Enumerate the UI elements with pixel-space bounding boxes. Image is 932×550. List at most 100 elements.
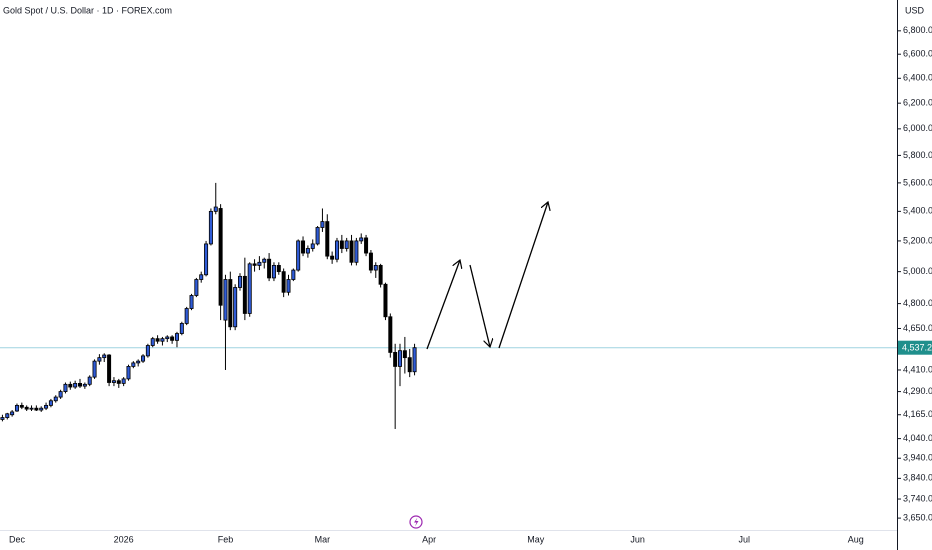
candle-body <box>78 383 83 387</box>
candle-body <box>87 376 92 385</box>
candle-body <box>5 413 10 418</box>
last-price-badge <box>898 340 932 355</box>
candle-body <box>73 383 78 388</box>
candle-body <box>208 210 213 245</box>
projection-arrow <box>498 202 548 349</box>
candle-body <box>354 240 359 263</box>
x-tick-label: May <box>527 534 545 544</box>
candle-body <box>334 240 339 260</box>
candle-body <box>170 336 175 341</box>
candle-body <box>194 279 199 296</box>
candle-body <box>238 275 243 288</box>
x-tick-label: Apr <box>422 534 436 544</box>
candle-body <box>189 295 194 309</box>
plot-layer <box>0 182 897 429</box>
candle-body <box>155 338 160 342</box>
y-tick-label: 4,410.00 <box>903 364 932 374</box>
candle-body <box>179 323 184 334</box>
axis-unit: USD <box>905 5 925 15</box>
candle-body <box>291 269 296 280</box>
y-tick-label: 6,800.00 <box>903 25 932 35</box>
y-tick-label: 3,650.00 <box>903 512 932 522</box>
candle-body <box>53 396 58 402</box>
x-tick-label: Mar <box>315 534 331 544</box>
candle-body <box>10 411 15 416</box>
event-icon[interactable] <box>409 515 423 529</box>
x-tick-label: Aug <box>848 534 864 544</box>
candle-body <box>296 240 301 271</box>
y-tick-label: 3,740.00 <box>903 493 932 503</box>
candle-body <box>184 308 189 324</box>
candle-body <box>0 417 5 420</box>
y-tick-label: 4,165.00 <box>903 409 932 419</box>
candle-body <box>145 345 150 357</box>
candle-body <box>213 206 218 212</box>
y-tick-label: 5,000.00 <box>903 266 932 276</box>
candle-body <box>233 287 238 328</box>
candle-body <box>228 279 233 328</box>
candle-body <box>271 264 276 279</box>
candle-body <box>257 261 262 266</box>
y-tick-label: 5,800.00 <box>903 150 932 160</box>
candle-body <box>199 274 204 280</box>
candle-body <box>364 237 369 254</box>
y-tick-label: 4,290.00 <box>903 386 932 396</box>
candle-body <box>388 316 393 353</box>
candle-body <box>116 380 121 384</box>
candle-body <box>24 406 29 410</box>
candle-body <box>378 264 383 285</box>
candle-body <box>301 240 306 254</box>
candle-body <box>393 352 398 367</box>
y-tick-label: 6,200.00 <box>903 98 932 108</box>
projection-arrow <box>426 260 460 350</box>
candle-body <box>44 404 49 409</box>
candle-body <box>305 248 310 254</box>
candle-body <box>39 407 44 411</box>
candle-body <box>48 400 53 406</box>
y-tick-label: 4,650.00 <box>903 323 932 333</box>
candle-body <box>34 407 39 411</box>
candle-body <box>136 360 141 364</box>
candle-body <box>107 354 112 383</box>
y-tick-label: 5,400.00 <box>903 206 932 216</box>
candle-body <box>102 354 107 359</box>
candle-body <box>325 221 330 257</box>
candle-body <box>267 258 272 279</box>
candle-body <box>218 208 223 306</box>
candle-body <box>14 404 19 412</box>
candle-body <box>126 366 131 380</box>
candle-body <box>204 243 209 276</box>
candle-body <box>150 338 155 346</box>
candle-body <box>92 360 97 378</box>
candle-body <box>286 279 291 293</box>
y-tick-label: 3,840.00 <box>903 473 932 483</box>
candle-body <box>121 378 126 384</box>
candle-body <box>398 350 403 367</box>
candle-body <box>412 347 417 373</box>
x-tick-label: Feb <box>218 534 234 544</box>
y-tick-label: 5,200.00 <box>903 235 932 245</box>
candle-body <box>315 227 320 245</box>
candle-body <box>276 264 281 273</box>
candle-body <box>165 336 170 340</box>
candle-body <box>223 279 228 321</box>
candle-body <box>174 333 179 341</box>
candle-body <box>97 357 102 362</box>
candle-body <box>320 221 325 228</box>
candle-body <box>281 271 286 293</box>
candle-body <box>63 383 68 392</box>
candle-body <box>330 255 335 260</box>
candle-body <box>339 240 344 249</box>
y-tick-label: 4,800.00 <box>903 298 932 308</box>
y-tick-label: 4,040.00 <box>903 433 932 443</box>
chart-title: Gold Spot / U.S. Dollar · 1D · FOREX.com <box>3 5 172 15</box>
candle-body <box>19 404 24 408</box>
candle-body <box>242 275 247 314</box>
candle-body <box>111 380 116 383</box>
y-tick-label: 3,940.00 <box>903 453 932 463</box>
candle-body <box>68 383 73 388</box>
candle-body <box>368 252 373 271</box>
y-tick-label: 6,600.00 <box>903 49 932 59</box>
candle-body <box>349 240 354 263</box>
